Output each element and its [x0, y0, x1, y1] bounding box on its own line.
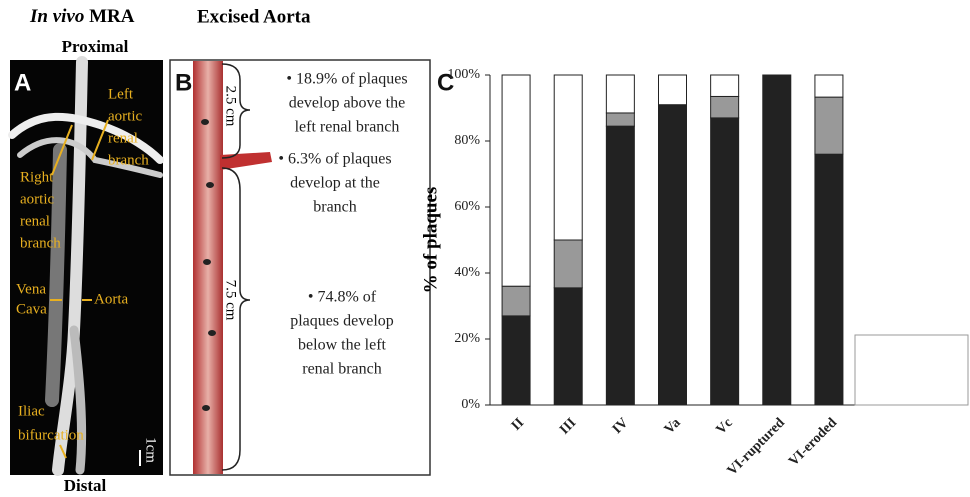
- x-tick-label: Va: [662, 415, 684, 437]
- bar-segment: [605, 125, 635, 406]
- y-tick-label: 20%: [454, 331, 480, 346]
- bar-segment: [605, 74, 635, 114]
- x-tick-label: VI-eroded: [786, 415, 840, 469]
- bar-segment: [553, 74, 583, 241]
- y-tick-label: 80%: [454, 133, 480, 148]
- arrows: [50, 119, 109, 459]
- panel-letter: C: [437, 69, 454, 96]
- mra: MRA: [89, 6, 135, 27]
- note: left renal branch: [295, 119, 400, 136]
- bar-segment: [605, 112, 635, 127]
- note: renal branch: [302, 361, 382, 378]
- braces: [221, 63, 251, 471]
- x-tick-label: IV: [610, 415, 632, 437]
- length-label: 7.5 cm: [223, 280, 239, 321]
- annotation: renal: [20, 213, 50, 229]
- note: develop above the: [289, 95, 405, 112]
- bar-segment: [710, 117, 740, 406]
- x-tick-label: III: [557, 415, 579, 437]
- note: plaques develop: [290, 313, 394, 330]
- annotation: Left: [108, 86, 134, 102]
- annotation: Right: [20, 169, 54, 185]
- note: • 74.8% of: [308, 289, 377, 306]
- annotation: aortic: [20, 191, 54, 207]
- bar-segment: [710, 95, 740, 119]
- legend: [854, 334, 969, 406]
- y-tick-label: 0%: [461, 397, 480, 412]
- scale-label: 1cm: [143, 437, 159, 463]
- mra-image: [10, 60, 163, 475]
- distal-label: Distal: [64, 476, 107, 495]
- panel-letter: B: [175, 69, 192, 96]
- bar-segment: [762, 74, 792, 406]
- annotation: renal: [108, 130, 138, 146]
- bar-segment: [501, 74, 531, 287]
- annotation: bifurcation: [18, 427, 84, 443]
- annotation: branch: [108, 152, 149, 168]
- panel-b-title: Excised Aorta: [197, 6, 311, 27]
- bar-segment: [553, 239, 583, 289]
- y-axis-label: % of plaques: [420, 187, 441, 294]
- y-tick-label: 100%: [447, 67, 480, 82]
- annotation: aortic: [108, 108, 142, 124]
- bar-segment: [658, 74, 687, 106]
- panel-letter: A: [14, 69, 31, 96]
- x-tick-label: II: [509, 415, 527, 433]
- x-tick-label: Vc: [714, 415, 736, 437]
- vessels: [8, 56, 164, 476]
- bar-segment: [814, 153, 844, 406]
- annotation: Aorta: [94, 291, 128, 307]
- bar-segment: [814, 74, 844, 98]
- bar-segment: [814, 96, 844, 155]
- annotation: Iliac: [18, 403, 45, 419]
- bar-segment: [501, 285, 531, 317]
- note: below the left: [298, 337, 387, 354]
- bar-segment: [553, 287, 583, 406]
- annotation: Cava: [16, 301, 47, 317]
- y-tick-label: 60%: [454, 199, 480, 214]
- note: • 6.3% of plaques: [278, 151, 391, 168]
- note: • 18.9% of plaques: [286, 71, 407, 88]
- bar-segment: [501, 315, 531, 406]
- in-vivo: In vivo: [29, 6, 84, 27]
- proximal-label: Proximal: [62, 37, 129, 56]
- plaque-spots: [201, 119, 216, 411]
- annotation: Vena: [16, 281, 46, 297]
- bar-segment: [658, 104, 687, 406]
- length-label: 2.5 cm: [223, 86, 239, 127]
- panel-a-title: In vivo MRA: [29, 6, 135, 27]
- bar-segment: [710, 74, 740, 97]
- y-tick-label: 40%: [454, 265, 480, 280]
- annotation: branch: [20, 235, 61, 251]
- note: develop at the: [290, 175, 380, 192]
- note: branch: [313, 199, 357, 216]
- aorta-specimen: [193, 61, 223, 474]
